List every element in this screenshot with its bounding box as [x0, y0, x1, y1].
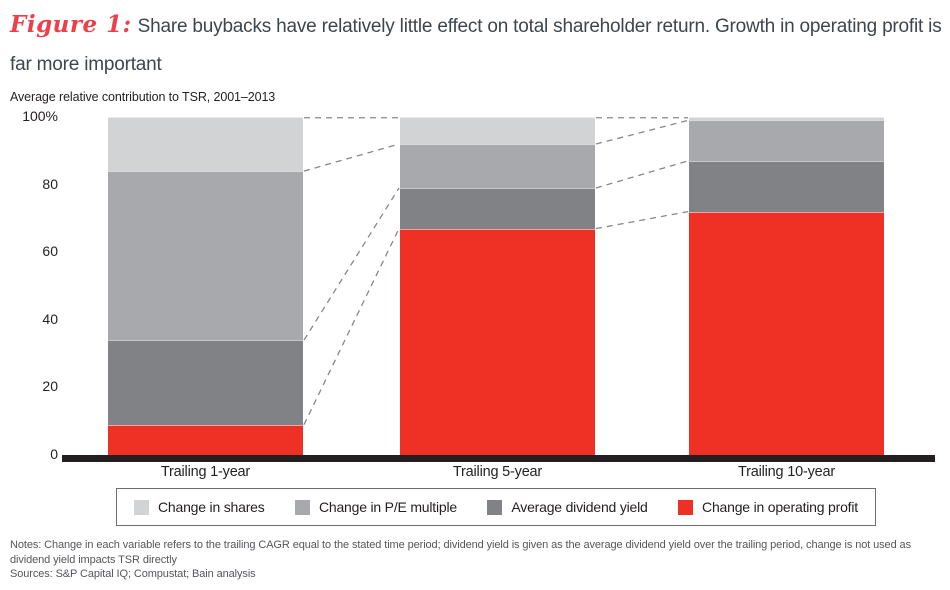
bar-segment	[108, 424, 303, 455]
y-tick-label: 40	[42, 310, 58, 327]
notes-text: Notes: Change in each variable refers to…	[10, 539, 911, 566]
figure-title: Figure 1: Share buybacks have relatively …	[10, 6, 942, 84]
legend-item: Change in shares	[134, 499, 265, 515]
bar-segment	[400, 144, 595, 188]
y-tick-label: 20	[42, 378, 58, 395]
bar-segment	[400, 117, 595, 145]
y-tick-label: 100%	[22, 108, 58, 124]
legend-swatch	[678, 499, 694, 515]
bar-segment	[108, 340, 303, 425]
connector-dashed-line	[595, 160, 689, 189]
chart-legend: Change in shares Change in P/E multiple Av…	[116, 488, 876, 526]
bar-segment	[400, 188, 595, 229]
bar-segment	[689, 160, 884, 212]
chart-subtitle: Average relative contribution to TSR, 20…	[10, 90, 276, 104]
x-axis-line	[62, 455, 935, 462]
x-category-label: Trailing 5-year	[452, 464, 543, 480]
connector-dashed-line	[303, 143, 400, 172]
connector-dashed-line	[595, 211, 689, 230]
figure-number-label: Figure 1:	[10, 11, 132, 38]
legend-item: Average dividend yield	[487, 499, 648, 515]
stacked-bar	[689, 117, 884, 455]
legend-item: Change in operating profit	[678, 499, 858, 515]
connector-dashed-line	[595, 119, 689, 145]
legend-label: Change in P/E multiple	[318, 499, 457, 515]
stacked-bar	[400, 117, 595, 455]
y-tick-label: 80	[42, 175, 58, 192]
bar-segment	[108, 171, 303, 341]
x-category-label: Trailing 1-year	[160, 464, 251, 480]
bar-segment	[689, 120, 884, 161]
y-tick-label: 60	[42, 243, 58, 260]
figure-title-text: Share buybacks have relatively little ef…	[10, 16, 942, 75]
bar-segment	[689, 211, 884, 455]
legend-label: Change in operating profit	[702, 499, 858, 515]
sources-text: Sources: S&P Capital IQ; Compustat; Bain…	[10, 568, 256, 580]
connector-dashed-line	[303, 187, 400, 341]
plot-area	[63, 117, 935, 455]
y-tick-label: 0	[50, 446, 58, 462]
legend-label: Change in shares	[158, 499, 265, 515]
legend-item: Change in P/E multiple	[294, 499, 457, 515]
bar-segment	[108, 117, 303, 172]
x-category-label: Trailing 10-year	[738, 464, 835, 480]
stacked-bar	[108, 117, 303, 455]
bar-segment	[689, 117, 884, 121]
legend-swatch	[294, 499, 310, 515]
legend-label: Average dividend yield	[511, 499, 648, 515]
connector-dashed-line	[303, 228, 400, 425]
legend-swatch	[487, 499, 503, 515]
bar-segment	[400, 228, 595, 455]
footnotes: Notes: Change in each variable refers to…	[10, 538, 942, 582]
legend-swatch	[134, 499, 149, 515]
